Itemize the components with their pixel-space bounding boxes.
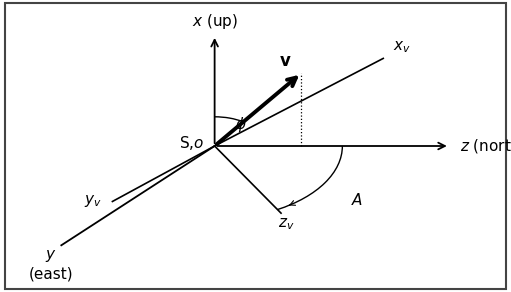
Text: $x$ (up): $x$ (up): [192, 12, 238, 31]
Text: $\mathbf{v}$: $\mathbf{v}$: [278, 52, 291, 70]
Text: S,$o$: S,$o$: [179, 134, 204, 152]
Text: $\phi$: $\phi$: [235, 115, 247, 134]
Text: $y$
(east): $y$ (east): [29, 248, 74, 281]
Text: $x_v$: $x_v$: [393, 40, 411, 55]
Text: $z$ (north): $z$ (north): [460, 137, 511, 155]
Text: $A$: $A$: [352, 192, 364, 208]
Text: $z_v$: $z_v$: [278, 216, 294, 232]
Text: $y_v$: $y_v$: [84, 194, 102, 209]
